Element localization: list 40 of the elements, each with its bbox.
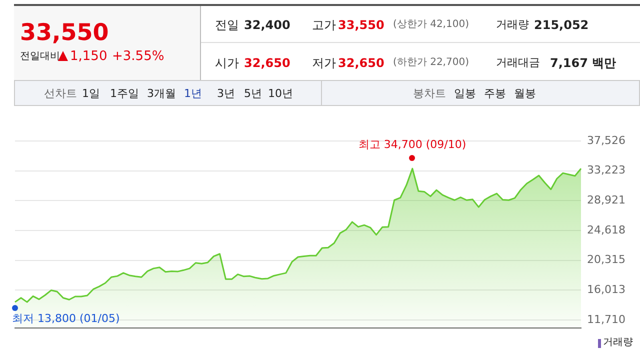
text: +3.55% bbox=[112, 49, 164, 64]
text: 33,550 bbox=[338, 18, 384, 32]
text: 32,650 bbox=[244, 56, 290, 70]
y-tick-label: 11,710 bbox=[587, 312, 626, 326]
text: 시가 bbox=[215, 56, 239, 70]
text: 5년 bbox=[244, 87, 262, 100]
y-tick-label: 28,921 bbox=[587, 194, 626, 207]
text: (상한가 42,100) bbox=[393, 19, 469, 30]
text: 선차트 bbox=[44, 87, 77, 100]
text: 32,650 bbox=[338, 56, 384, 70]
text: 1,150 bbox=[70, 49, 108, 64]
annotation: 최저 13,800 (01/05) bbox=[12, 312, 120, 326]
text: 월봉 bbox=[514, 87, 536, 100]
text: 일봉 bbox=[454, 87, 476, 100]
y-tick-label: 16,013 bbox=[587, 283, 626, 296]
text: 1년 bbox=[184, 87, 202, 100]
y-tick-label: 33,223 bbox=[587, 164, 626, 177]
text: 고가 bbox=[312, 18, 336, 32]
text: 전일대비 bbox=[20, 51, 60, 62]
text: 주봉 bbox=[484, 87, 506, 100]
text: 1일 bbox=[82, 87, 100, 100]
y-tick-label: 37,526 bbox=[587, 134, 626, 147]
text: (하한가 22,700) bbox=[393, 57, 469, 68]
text: 10년 bbox=[268, 87, 293, 100]
text: 봉차트 bbox=[413, 87, 446, 100]
annotation: 최고 34,700 (09/10) bbox=[358, 138, 466, 151]
text: 거래대금 bbox=[496, 56, 540, 69]
text: 거래량 bbox=[603, 337, 633, 348]
text: 7,167 백만 bbox=[550, 56, 616, 70]
y-tick-label: 20,315 bbox=[587, 253, 626, 266]
text: 3개월 bbox=[147, 87, 176, 100]
text: 3년 bbox=[217, 87, 235, 100]
y-tick-label: 24,618 bbox=[587, 223, 626, 236]
text: 1주일 bbox=[110, 87, 139, 100]
text: 215,052 bbox=[534, 18, 589, 32]
text: 거래량 bbox=[496, 18, 529, 31]
text: 전일 bbox=[215, 18, 239, 32]
text: 33,550 bbox=[20, 20, 109, 46]
text: 저가 bbox=[312, 56, 336, 70]
text: 32,400 bbox=[244, 18, 290, 32]
